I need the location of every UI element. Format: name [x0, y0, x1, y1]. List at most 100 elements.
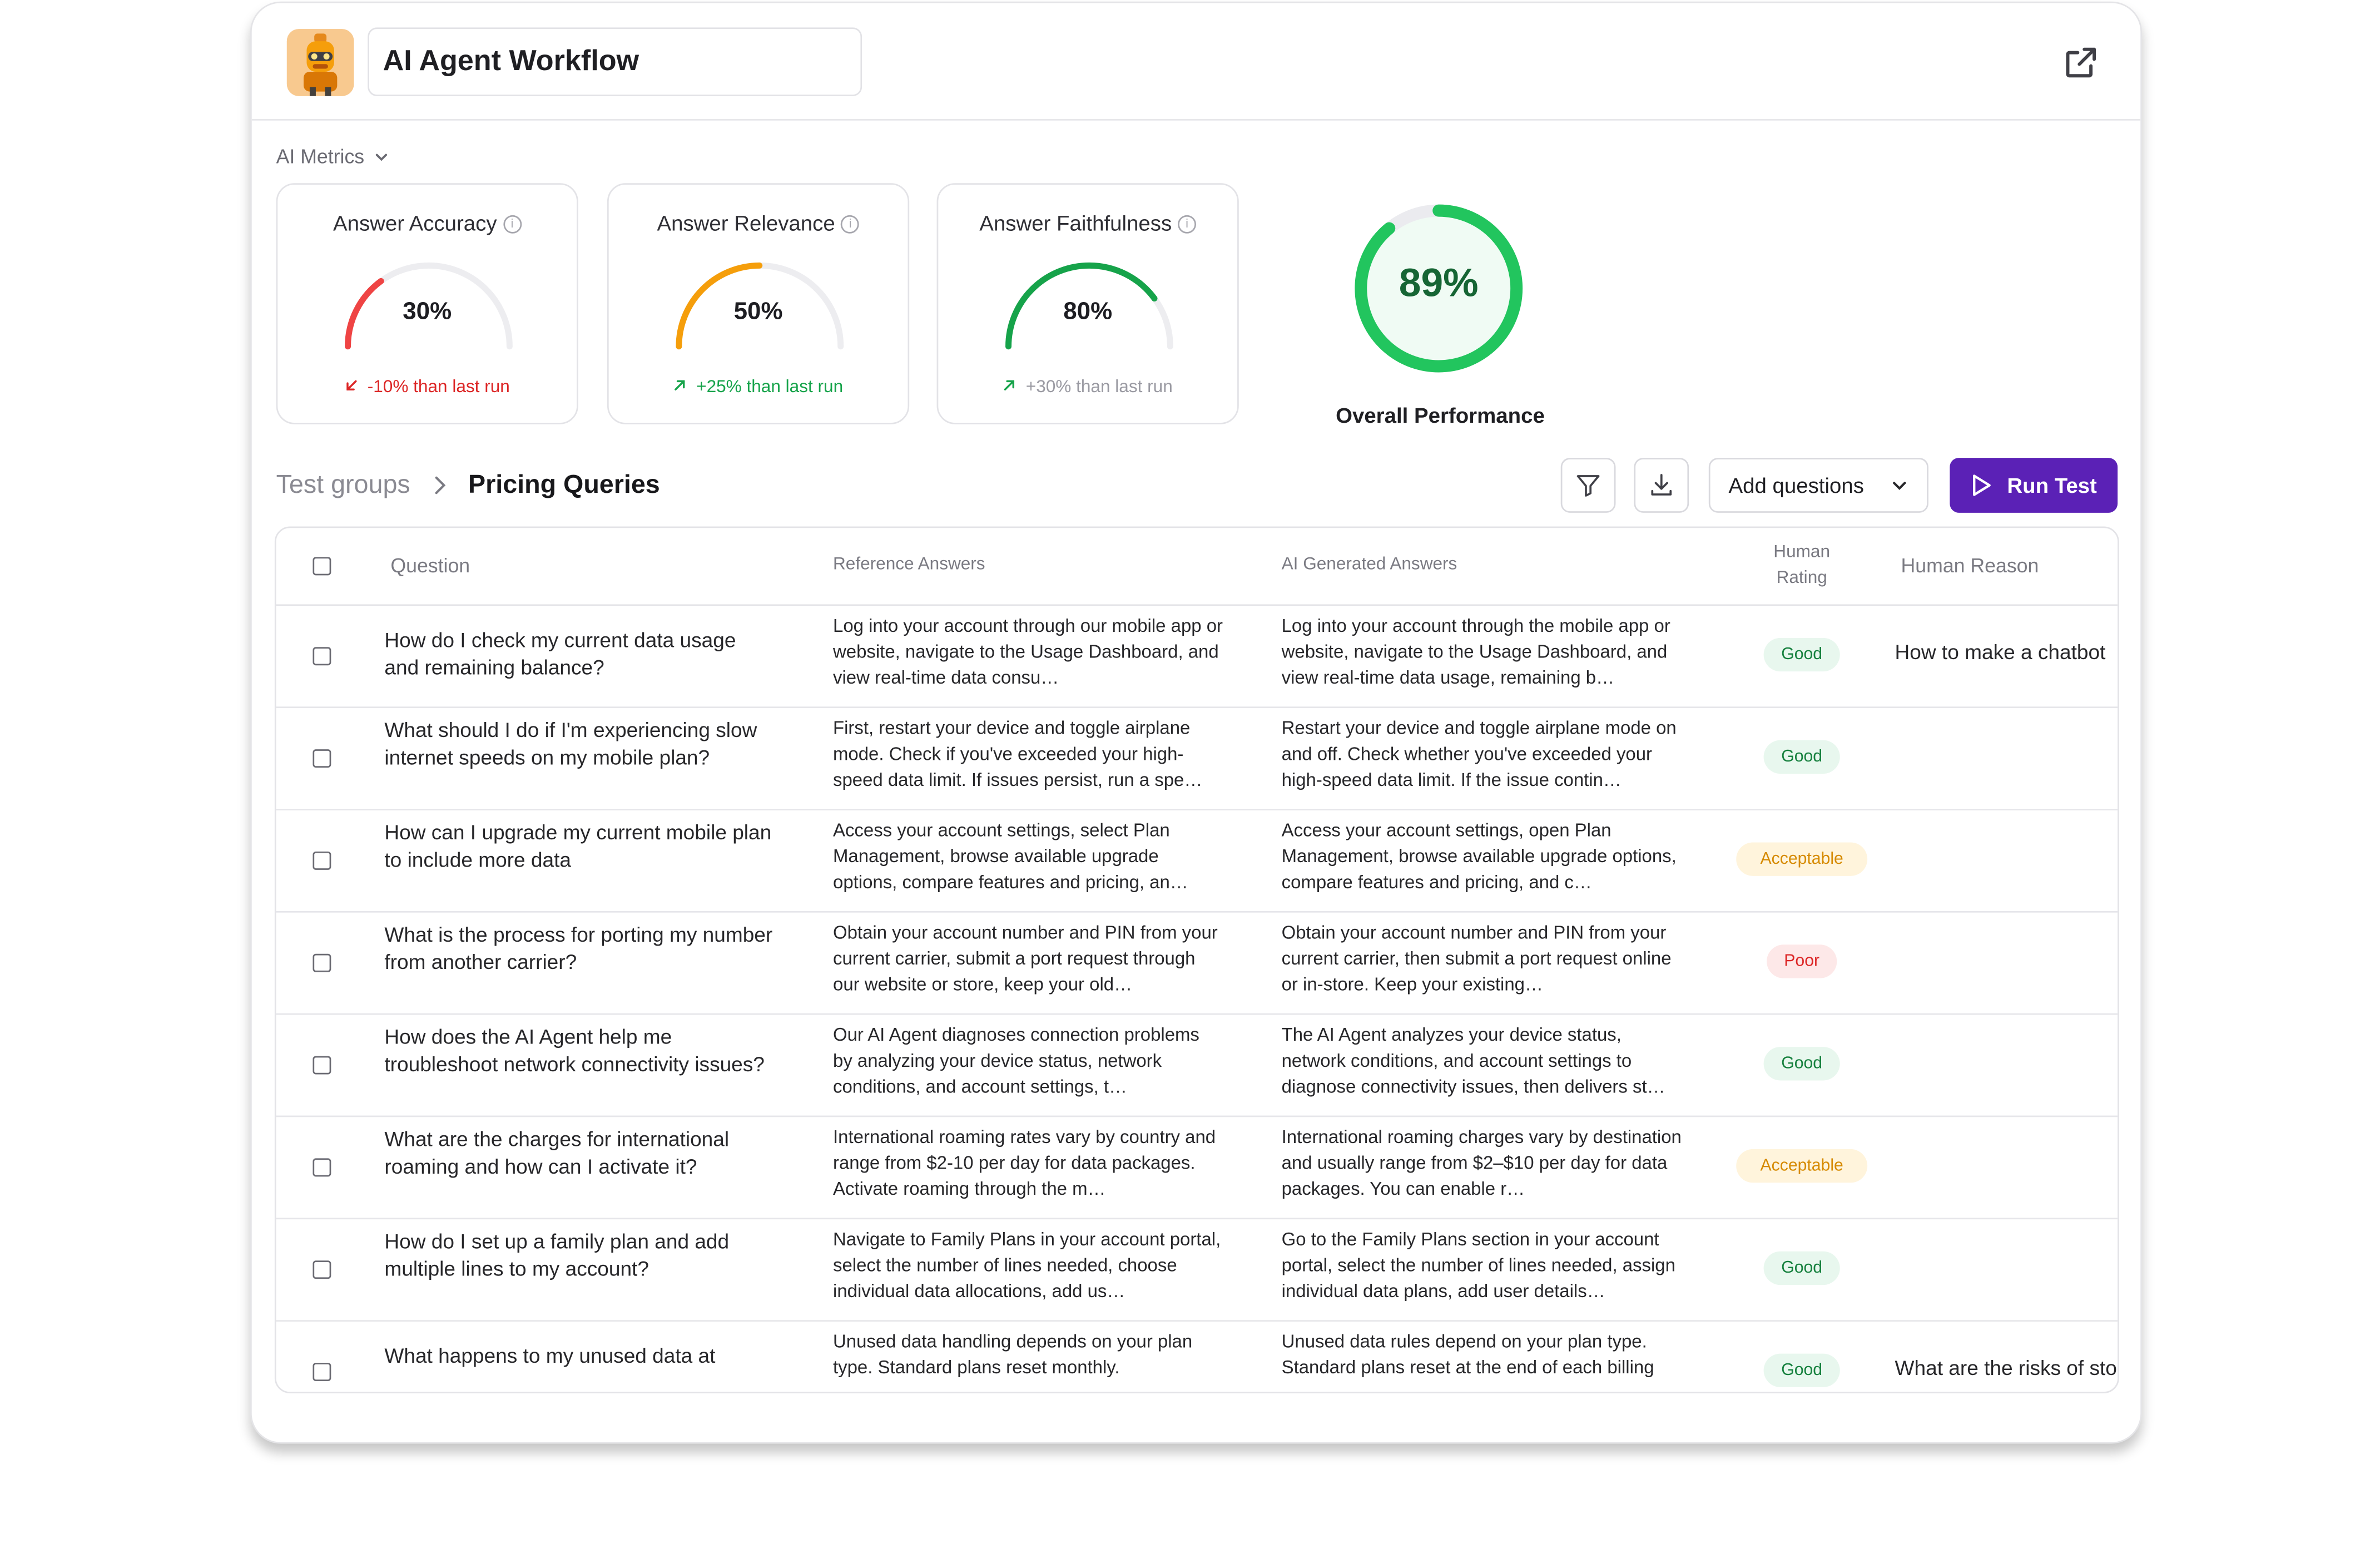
add-questions-label: Add questions [1728, 473, 1864, 498]
overall-performance-label: Overall Performance [1336, 403, 1545, 428]
header-bar: AI Agent Workflow [251, 3, 2141, 121]
metric-delta: +25% than last run [609, 378, 908, 397]
metric-card: Answer Relevance i 50% +25% than last run [607, 183, 910, 424]
row-checkbox[interactable] [313, 1158, 331, 1177]
metric-gauge [1005, 262, 1173, 350]
metric-title-text: Answer Accuracy [333, 210, 497, 235]
chevron-down-icon [1893, 482, 1906, 490]
column-human-rating: Human Rating [1773, 543, 1831, 588]
questions-table: Question Reference Answers AI Generated … [274, 526, 2119, 1393]
filter-button[interactable] [1560, 458, 1616, 513]
rating-badge: Good [1763, 740, 1840, 774]
metric-value: 30% [403, 299, 452, 325]
app-window: AI Agent Workflow AI Metrics Answer Accu… [250, 1, 2143, 1444]
ai-metrics-dropdown[interactable]: AI Metrics [276, 145, 389, 168]
table-row[interactable]: How does the AI Agent help me troublesho… [276, 1013, 2118, 1117]
metric-value: 80% [1063, 299, 1113, 325]
breadcrumb: Test groups Pricing Queries [276, 470, 660, 501]
robot-avatar-icon [286, 29, 354, 96]
info-icon[interactable]: i [841, 215, 860, 234]
metric-delta: -10% than last run [277, 378, 577, 397]
filter-icon [1576, 475, 1600, 497]
table-row[interactable]: What happens to my unused data at Unused … [276, 1320, 2118, 1392]
column-question: Question [390, 553, 470, 577]
row-checkbox[interactable] [313, 1363, 331, 1381]
reference-answer: First, restart your device and toggle ai… [833, 717, 1203, 791]
metric-title: Answer Faithfulness i [938, 211, 1237, 235]
row-checkbox[interactable] [313, 647, 331, 666]
download-icon [1651, 474, 1672, 496]
ai-answer: Access your account settings, open Plan … [1281, 819, 1677, 893]
column-reference-answers: Reference Answers [833, 555, 985, 574]
breadcrumb-current: Pricing Queries [468, 470, 660, 499]
breadcrumb-test-groups[interactable]: Test groups [276, 470, 410, 499]
metric-delta: +30% than last run [938, 378, 1237, 397]
question-text: How does the AI Agent help me troublesho… [384, 1025, 765, 1075]
chevron-right-icon [435, 476, 445, 494]
question-text: How do I set up a family plan and add mu… [384, 1230, 730, 1280]
question-text: What are the charges for international r… [384, 1127, 730, 1178]
table-row[interactable]: How can I upgrade my current mobile plan… [276, 809, 2118, 913]
row-checkbox[interactable] [313, 1056, 331, 1075]
human-reason: How to make a chatbot [1895, 641, 2106, 664]
ai-answer: Log into your account through the mobile… [1281, 615, 1670, 689]
play-icon [1972, 474, 1990, 496]
reference-answer: International roaming rates vary by coun… [833, 1126, 1216, 1200]
table-row[interactable]: How do I set up a family plan and add mu… [276, 1218, 2118, 1322]
rating-badge: Good [1763, 1047, 1840, 1081]
arrow-up-right-icon [1004, 380, 1015, 390]
column-human-reason: Human Reason [1901, 553, 2039, 577]
table-row[interactable]: What are the charges for international r… [276, 1116, 2118, 1220]
table-row[interactable]: What is the process for porting my numbe… [276, 911, 2118, 1015]
column-ai-answers: AI Generated Answers [1281, 555, 1457, 574]
table-row[interactable]: How do I check my current data usage and… [276, 604, 2118, 709]
info-icon[interactable]: i [503, 215, 522, 234]
add-questions-dropdown[interactable]: Add questions [1708, 458, 1928, 513]
question-text: How can I upgrade my current mobile plan… [384, 821, 772, 871]
table-header: Question Reference Answers AI Generated … [276, 528, 2118, 606]
ai-answer: The AI Agent analyzes your device status… [1281, 1023, 1665, 1097]
human-reason: What are the risks of sto [1895, 1357, 2117, 1380]
ai-answer: Go to the Family Plans section in your a… [1281, 1228, 1675, 1302]
ai-answer: International roaming charges vary by de… [1281, 1126, 1682, 1200]
row-checkbox[interactable] [313, 749, 331, 768]
question-text: What happens to my unused data at [384, 1344, 716, 1368]
row-checkbox[interactable] [313, 1260, 331, 1279]
row-checkbox[interactable] [313, 953, 331, 972]
select-all-checkbox[interactable] [313, 557, 331, 576]
info-icon[interactable]: i [1178, 215, 1197, 234]
reference-answer: Unused data handling depends on your pla… [833, 1331, 1193, 1378]
download-button[interactable] [1634, 458, 1689, 513]
ai-metrics-label: AI Metrics [276, 145, 365, 168]
question-text: How do I check my current data usage and… [384, 629, 736, 679]
reference-answer: Access your account settings, select Pla… [833, 819, 1188, 893]
chevron-down-icon [375, 153, 387, 161]
overall-performance-ring [1355, 204, 1523, 373]
metric-delta-text: -10% than last run [367, 378, 510, 397]
metric-title-text: Answer Faithfulness [979, 210, 1172, 235]
run-test-label: Run Test [2007, 473, 2097, 498]
overall-performance-value: 89% [1399, 259, 1479, 305]
rating-badge: Good [1763, 1251, 1840, 1285]
metric-delta-text: +30% than last run [1025, 378, 1173, 397]
reference-answer: Our AI Agent diagnoses connection proble… [833, 1023, 1199, 1097]
metric-value: 50% [733, 299, 783, 325]
question-text: What should I do if I'm experiencing slo… [384, 719, 757, 769]
ai-answer: Restart your device and toggle airplane … [1281, 717, 1677, 791]
metric-card: Answer Faithfulness i 80% +30% than last ru… [936, 183, 1239, 424]
reference-answer: Log into your account through our mobile… [833, 615, 1223, 689]
external-link-icon[interactable] [2061, 43, 2101, 82]
row-checkbox[interactable] [313, 851, 331, 870]
run-test-button[interactable]: Run Test [1950, 458, 2118, 513]
ai-answer: Unused data rules depend on your plan ty… [1281, 1331, 1654, 1378]
metric-gauge [345, 262, 513, 350]
arrow-up-right-icon [675, 380, 686, 390]
table-row[interactable]: What should I do if I'm experiencing slo… [276, 706, 2118, 810]
question-text: What is the process for porting my numbe… [384, 923, 773, 973]
rating-badge: Poor [1767, 944, 1837, 978]
rating-badge: Acceptable [1736, 842, 1868, 876]
reference-answer: Navigate to Family Plans in your account… [833, 1228, 1221, 1302]
arrow-down-left-icon [346, 380, 357, 390]
overall-performance: 89% Overall Performance [1326, 199, 1555, 443]
workflow-title-field[interactable]: AI Agent Workflow [368, 27, 862, 96]
